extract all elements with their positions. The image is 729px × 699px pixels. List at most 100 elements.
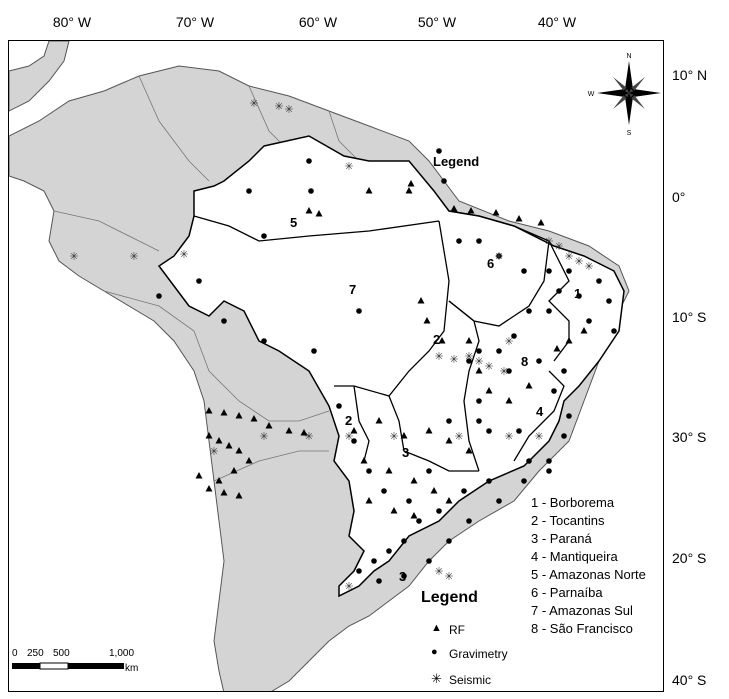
rf-station-marker <box>425 427 433 434</box>
gravimetry-station-marker <box>586 318 592 324</box>
rf-station-marker <box>365 497 373 504</box>
rf-station-marker <box>235 412 243 419</box>
gravimetry-station-marker <box>461 488 467 494</box>
seismic-station-marker: ✳ <box>554 241 563 253</box>
rf-station-marker <box>235 447 243 454</box>
province-1: 1 - Borborema <box>531 495 615 510</box>
region-number-6: 6 <box>487 256 494 271</box>
gravimetry-station-marker <box>566 413 572 419</box>
gravimetry-station-marker <box>546 268 552 274</box>
scale-unit: km <box>125 663 138 674</box>
gravimetry-station-marker <box>526 458 532 464</box>
seismic-station-marker: ✳ <box>534 431 543 443</box>
rf-station-marker <box>407 180 415 187</box>
gravimetry-station-marker <box>156 293 162 299</box>
seismic-station-marker: ✳ <box>129 251 138 263</box>
gravimetry-station-marker <box>551 388 557 394</box>
gravimetry-station-marker <box>356 568 362 574</box>
gravimetry-station-marker <box>446 538 452 544</box>
seismic-station-marker: ✳ <box>494 251 503 263</box>
lat-label-30s: 30° S <box>672 429 707 445</box>
gravimetry-station-marker <box>546 468 552 474</box>
gravimetry-station-marker <box>351 438 357 444</box>
gravimetry-station-marker <box>416 518 422 524</box>
gravimetry-station-marker <box>401 573 407 579</box>
seismic-station-marker: ✳ <box>544 236 553 248</box>
seismic-station-marker: ✳ <box>449 354 458 366</box>
lat-label-0: 0° <box>672 189 686 205</box>
compass-w: W <box>588 91 595 98</box>
rf-station-marker <box>438 337 446 344</box>
lon-label-60w: 60° W <box>298 14 338 30</box>
gravimetry-station-marker <box>596 278 602 284</box>
rf-station-marker <box>300 429 308 436</box>
rf-station-marker <box>365 187 373 194</box>
gravimetry-station-marker <box>308 188 314 194</box>
study-area <box>157 135 625 598</box>
gravimetry-station-marker <box>246 188 252 194</box>
seismic-station-marker: ✳ <box>444 571 453 583</box>
gravimetry-station-marker <box>521 268 527 274</box>
region-number-4: 4 <box>536 404 544 419</box>
province-6: 6 - Parnaíba <box>531 585 603 600</box>
rf-station-marker <box>225 442 233 449</box>
seismic-station-marker: ✳ <box>389 431 398 443</box>
seismic-station-marker: ✳ <box>464 351 473 363</box>
lon-label-40w: 40° W <box>537 14 577 30</box>
lon-label-50w: 50° W <box>417 14 457 30</box>
rf-station-marker <box>230 467 238 474</box>
region-number-7: 7 <box>349 282 356 297</box>
gravimetry-station-marker <box>496 253 502 259</box>
gravimetry-station-marker <box>476 418 482 424</box>
gravimetry-station-marker <box>426 468 432 474</box>
gravimetry-station-marker <box>441 178 447 184</box>
seismic-station-marker: ✳ <box>564 251 573 263</box>
rf-station-marker <box>505 397 513 404</box>
gravimetry-station-marker <box>456 238 462 244</box>
rf-station-marker <box>315 210 323 217</box>
gravimetry-station-marker <box>521 478 527 484</box>
compass-rose: N S W E <box>588 53 661 137</box>
rf-station-marker <box>417 297 425 304</box>
province-7: 7 - Amazonas Sul <box>531 603 633 618</box>
gravimetry-station-marker <box>516 428 522 434</box>
seismic-station-marker: ✳ <box>499 366 508 378</box>
triangle-icon: ▲ <box>431 622 442 634</box>
gravimetry-station-marker <box>436 148 442 154</box>
rf-station-marker <box>400 432 408 439</box>
region-number-1: 1 <box>574 286 581 301</box>
legend-item-rf: ▲ RF <box>431 622 465 637</box>
gravimetry-station-marker <box>476 348 482 354</box>
rf-station-marker <box>205 407 213 414</box>
rf-station-marker <box>410 512 418 519</box>
rf-station-marker <box>515 215 523 222</box>
scale-label-1000: 1,000 <box>109 648 134 659</box>
legend-rf-label: RF <box>449 623 465 637</box>
gravimetry-station-marker <box>261 233 267 239</box>
lon-label-70w: 70° W <box>175 14 215 30</box>
rf-station-marker <box>553 345 561 352</box>
rf-station-marker <box>390 507 398 514</box>
scale-bar: 0 250 500 1,000 km <box>12 648 138 674</box>
rf-station-marker <box>360 457 368 464</box>
gravimetry-station-marker <box>536 358 542 364</box>
seismic-station-marker: ✳ <box>504 336 513 348</box>
gravimetry-station-marker <box>566 268 572 274</box>
seismic-station-marker: ✳ <box>274 101 283 113</box>
rf-station-marker <box>475 367 483 374</box>
rf-station-marker <box>220 409 228 416</box>
gravimetry-station-marker <box>546 458 552 464</box>
rf-station-marker <box>445 497 453 504</box>
lat-label-10s: 10° S <box>672 309 707 325</box>
rf-station-marker <box>195 472 203 479</box>
gravimetry-station-marker <box>366 468 372 474</box>
rf-station-marker <box>485 387 493 394</box>
compass-s: S <box>627 130 632 137</box>
rf-station-marker <box>430 487 438 494</box>
gravimetry-station-marker <box>196 278 202 284</box>
province-2: 2 - Tocantins <box>531 513 605 528</box>
scale-label-500: 500 <box>53 648 70 659</box>
compass-n: N <box>626 53 631 60</box>
seismic-station-marker: ✳ <box>584 261 593 273</box>
gravimetry-station-marker <box>466 518 472 524</box>
